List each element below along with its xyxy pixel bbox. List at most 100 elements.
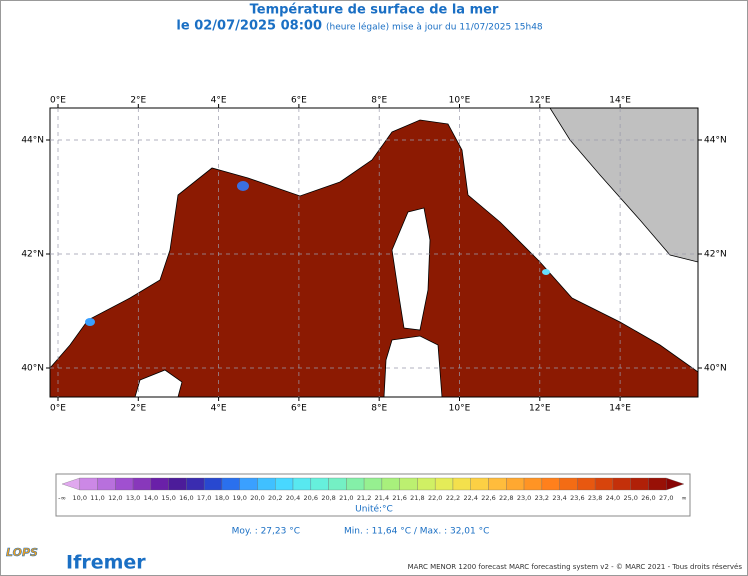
color-swatch	[435, 477, 454, 491]
mean: Moy. : 27,23 °C	[232, 527, 300, 537]
colorbar-label: 10,0	[73, 494, 87, 502]
color-swatch	[132, 477, 152, 491]
color-swatch	[115, 477, 134, 491]
color-swatch	[204, 477, 223, 491]
color-swatch	[470, 477, 489, 491]
colorbar-label: 23,2	[535, 494, 549, 502]
cold-spot	[85, 318, 95, 326]
color-swatch	[363, 477, 383, 491]
colorbar-label: 12,0	[108, 494, 122, 502]
lon-label: 10°E	[449, 96, 471, 106]
colorbar-label: 21,2	[357, 494, 371, 502]
colorbar-label: 15,0	[161, 494, 175, 502]
colorbar-label: 23,8	[588, 494, 602, 502]
title: Température de surface de la mer	[250, 3, 499, 18]
lat-label: 40°N	[21, 364, 44, 374]
lat-label: 40°N	[704, 364, 727, 374]
color-swatch	[275, 477, 294, 491]
color-swatch	[399, 477, 418, 491]
date: le 02/07/2025 08:00	[176, 19, 322, 34]
cold-spot	[542, 269, 550, 275]
lat-label: 44°N	[21, 136, 44, 146]
colorbar-label: 17,0	[197, 494, 211, 502]
lon-label: 10°E	[449, 404, 471, 414]
sardinia	[383, 335, 443, 398]
colorbar-label: 22,4	[464, 494, 478, 502]
color-swatch	[257, 477, 276, 491]
color-swatch	[594, 477, 614, 491]
colorbar-label: ∞	[681, 494, 686, 502]
logo-lops: LOPS	[6, 546, 38, 559]
colorbar-label: 20,8	[321, 494, 335, 502]
colorbar-label: 20,2	[268, 494, 282, 502]
colorbar-label: 14,0	[144, 494, 158, 502]
colorbar-label: 21,4	[375, 494, 389, 502]
color-swatch	[648, 477, 667, 491]
lat-label: 42°N	[704, 250, 727, 260]
lat-label: 42°N	[21, 250, 44, 260]
color-swatch	[346, 477, 365, 491]
map	[49, 107, 699, 398]
baleares	[134, 369, 183, 398]
colorbar-label: 22,6	[481, 494, 495, 502]
colorbar-label: 22,2	[446, 494, 460, 502]
colorbar-label: 21,8	[410, 494, 424, 502]
colorbar-label: 11,0	[90, 494, 104, 502]
unit: Unité:°C	[355, 504, 393, 515]
color-swatch	[310, 477, 329, 491]
lon-label: 8°E	[371, 96, 387, 106]
color-swatch	[79, 477, 98, 491]
colorbar-label: 21,0	[339, 494, 353, 502]
lon-label: 6°E	[291, 404, 307, 414]
colorbar-label: 23,6	[570, 494, 584, 502]
lat-label: 44°N	[704, 136, 727, 146]
color-swatch	[577, 477, 596, 491]
color-swatch	[612, 477, 631, 491]
colorbar-label: 20,4	[286, 494, 300, 502]
colorbar-label: 16,0	[179, 494, 193, 502]
colorbar-label: -∞	[58, 494, 66, 502]
colorbar-label: 24,0	[606, 494, 620, 502]
color-swatch	[97, 477, 116, 491]
colorbar-label: 21,6	[392, 494, 406, 502]
colorbar-label: 22,0	[428, 494, 442, 502]
color-swatch	[328, 477, 347, 491]
colorbar-label: 13,0	[126, 494, 140, 502]
color-swatch	[150, 477, 169, 491]
cold-spot	[237, 181, 249, 191]
color-swatch	[381, 477, 400, 491]
lon-label: 0°E	[50, 404, 66, 414]
colorbar-label: 19,0	[232, 494, 246, 502]
map-frame	[49, 107, 699, 398]
color-swatch	[239, 477, 258, 491]
color-swatch	[506, 477, 525, 491]
lon-label: 6°E	[291, 96, 307, 106]
lon-label: 14°E	[609, 404, 631, 414]
lon-label: 2°E	[130, 404, 146, 414]
color-swatch	[168, 477, 187, 491]
color-swatch	[488, 477, 507, 491]
colorbar-label: 20,6	[304, 494, 318, 502]
color-swatch	[559, 477, 578, 491]
colorbar-label: 22,8	[499, 494, 513, 502]
logo-ifremer: Ifremer	[66, 552, 146, 574]
lon-label: 8°E	[371, 404, 387, 414]
lon-label: 4°E	[211, 96, 227, 106]
color-swatch	[186, 477, 205, 491]
credits: MARC MENOR 1200 forecast MARC forecastin…	[408, 563, 743, 571]
corsica	[391, 207, 431, 331]
color-swatch	[666, 477, 685, 491]
colorbar-label: 23,4	[552, 494, 566, 502]
colorbar-label: 26,0	[641, 494, 655, 502]
color-swatch	[292, 477, 311, 491]
update: (heure légale) mise à jour du 11/07/2025…	[326, 22, 543, 33]
land	[49, 107, 699, 373]
lon-label: 4°E	[211, 404, 227, 414]
lon-label: 12°E	[529, 404, 551, 414]
minmax: Min. : 11,64 °C / Max. : 32,01 °C	[344, 527, 489, 537]
colorbar-label: 25,0	[623, 494, 637, 502]
colorbar-label: 20,0	[250, 494, 264, 502]
color-swatch	[541, 477, 560, 491]
color-swatch	[630, 477, 649, 491]
